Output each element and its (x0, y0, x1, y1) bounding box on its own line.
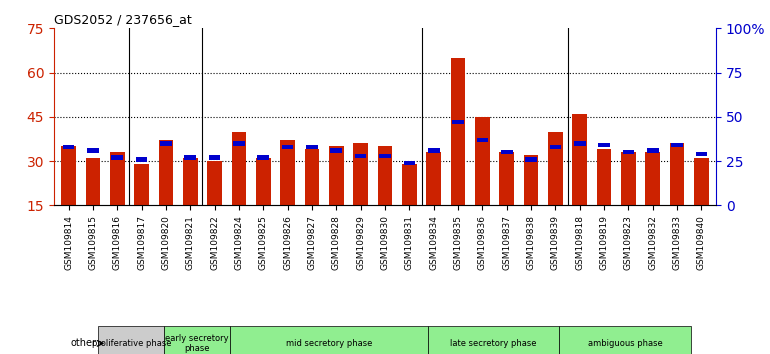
Bar (160, 141, 172, 145)
Bar (645, 152, 660, 205)
Text: other: other (70, 338, 96, 348)
FancyBboxPatch shape (559, 326, 691, 354)
Bar (647, 148, 658, 153)
Bar (257, 155, 270, 160)
Bar (355, 154, 367, 158)
Bar (475, 117, 490, 205)
Bar (379, 154, 391, 158)
Bar (598, 143, 610, 147)
Text: GDS2052 / 237656_at: GDS2052 / 237656_at (54, 13, 192, 26)
Bar (110, 152, 125, 205)
Bar (233, 141, 245, 145)
Bar (403, 161, 415, 165)
Bar (207, 161, 222, 205)
Bar (112, 155, 123, 160)
Bar (282, 145, 293, 149)
Bar (550, 145, 561, 149)
Bar (623, 150, 634, 154)
Bar (452, 120, 464, 124)
Bar (183, 158, 198, 205)
Bar (61, 146, 75, 205)
Bar (597, 149, 611, 205)
Bar (428, 148, 440, 153)
Bar (695, 152, 708, 156)
Bar (450, 58, 465, 205)
Bar (621, 152, 636, 205)
Bar (378, 146, 392, 205)
Bar (670, 143, 685, 205)
Bar (353, 143, 368, 205)
Bar (306, 145, 318, 149)
Text: mid secretory phase: mid secretory phase (286, 339, 372, 348)
Bar (256, 158, 270, 205)
FancyBboxPatch shape (99, 326, 164, 354)
FancyBboxPatch shape (164, 326, 230, 354)
Bar (232, 132, 246, 205)
Bar (134, 164, 149, 205)
Bar (87, 148, 99, 153)
Bar (305, 149, 320, 205)
Text: ambiguous phase: ambiguous phase (588, 339, 662, 348)
Bar (159, 141, 173, 205)
Bar (477, 138, 488, 142)
Bar (280, 141, 295, 205)
Bar (85, 158, 100, 205)
Text: late secretory phase: late secretory phase (450, 339, 537, 348)
Bar (671, 143, 683, 147)
Bar (329, 146, 343, 205)
Bar (209, 155, 220, 160)
Bar (695, 158, 709, 205)
Bar (572, 114, 587, 205)
Bar (330, 148, 342, 153)
FancyBboxPatch shape (427, 326, 559, 354)
Bar (574, 141, 586, 145)
Bar (62, 145, 75, 149)
Bar (427, 152, 441, 205)
Text: proliferative phase: proliferative phase (92, 339, 171, 348)
Bar (184, 155, 196, 160)
Bar (402, 164, 417, 205)
FancyBboxPatch shape (230, 326, 427, 354)
Bar (548, 132, 563, 205)
Bar (500, 152, 514, 205)
Bar (136, 157, 147, 161)
Bar (524, 155, 538, 205)
Text: early secretory
phase: early secretory phase (166, 334, 229, 353)
Bar (525, 157, 537, 161)
Bar (500, 150, 513, 154)
